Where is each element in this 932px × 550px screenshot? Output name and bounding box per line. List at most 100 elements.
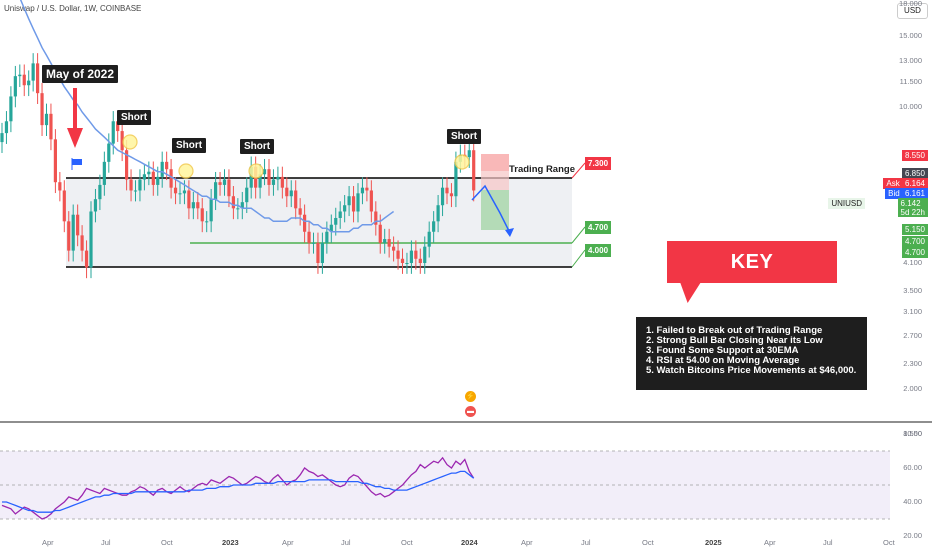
flag-icon: [72, 159, 82, 165]
price-label-prefix: Ask: [886, 179, 902, 188]
time-tick-5: Jul: [341, 538, 351, 547]
candle-body: [316, 242, 320, 263]
candle-body: [334, 217, 338, 225]
stop-zone-2: [481, 171, 509, 190]
short-label-4: Short: [447, 129, 482, 144]
candle-body: [84, 250, 89, 268]
candle-body: [445, 187, 449, 194]
candle-body: [9, 96, 13, 122]
may-arrow-shaft: [73, 88, 77, 130]
candle-body: [173, 187, 178, 194]
candle-body: [4, 121, 9, 134]
candle-body: [36, 63, 40, 94]
level-label-4700: 4.700: [585, 221, 612, 234]
candle-body: [285, 187, 289, 197]
projection-arrow-head: [505, 228, 514, 237]
candle-body: [13, 76, 17, 97]
may-arrow-head: [67, 128, 83, 148]
price-tick-14: 2.000: [903, 383, 922, 393]
candle-body: [240, 202, 244, 209]
candle-body: [267, 169, 271, 185]
candle-body: [409, 250, 413, 263]
candle-body: [53, 139, 57, 183]
price-tick-4: 11.500: [899, 77, 922, 87]
rsi-tick-2: 40.00: [903, 497, 922, 506]
ema-line: [19, 0, 395, 233]
candle-body: [231, 196, 235, 209]
rsi-tick-1: 60.00: [903, 463, 922, 472]
short-marker-3: [248, 163, 264, 179]
time-tick-9: Jul: [581, 538, 591, 547]
price-label-value: 5.150: [904, 225, 925, 234]
candle-body: [191, 202, 195, 209]
candle-body: [76, 214, 80, 236]
price-tick-13: 2.300: [903, 359, 922, 369]
candle-body: [133, 190, 138, 192]
candle-body: [387, 239, 391, 247]
candle-body: [289, 190, 293, 197]
label-connector-4000: [571, 249, 586, 268]
candle-body: [67, 221, 71, 251]
takeaway-1: 1. Failed to Break out of Trading Range: [646, 325, 823, 336]
candle-body: [222, 179, 227, 185]
takeaway-3: 3. Found Some Support at 30EMA: [646, 345, 799, 356]
candle-body: [423, 246, 427, 263]
candle-body: [369, 190, 373, 212]
may-2022-label: May of 2022: [42, 65, 119, 83]
candle-body: [205, 221, 209, 223]
level-label-4000: 4.000: [585, 244, 612, 257]
candle-body: [418, 258, 422, 263]
candle-body: [227, 179, 231, 197]
candle-body: [18, 74, 22, 77]
candle-body: [31, 63, 35, 81]
candle-body: [311, 242, 316, 244]
candle-body: [165, 161, 169, 170]
us-flag-event-icon[interactable]: ▬: [465, 406, 476, 417]
candle-body: [169, 169, 173, 188]
candle-body: [280, 176, 284, 188]
candle-body: [22, 74, 26, 86]
price-label-1: 6.850: [901, 168, 928, 179]
time-tick-1: Jul: [101, 538, 111, 547]
candle-body: [396, 250, 400, 259]
candle-body: [329, 224, 333, 232]
candle-body: [400, 258, 405, 263]
candle-body: [365, 187, 369, 191]
candle-body: [80, 235, 84, 251]
candle-body: [93, 199, 98, 212]
candle-body: [209, 199, 213, 222]
time-tick-2: Oct: [161, 538, 173, 547]
candle-body: [338, 211, 342, 218]
candle-body: [440, 187, 445, 206]
price-tick-1: 18.000: [899, 0, 922, 8]
candle-body: [98, 184, 102, 200]
takeaway-2: 2. Strong Bull Bar Closing Near its Low: [646, 335, 823, 346]
candle-body: [414, 250, 418, 259]
candle-body: [320, 242, 324, 263]
price-label-7: 4.700: [901, 247, 928, 258]
chart-title: Uniswap / U.S. Dollar, 1W, COINBASE: [4, 4, 142, 13]
short-marker-1: [122, 134, 138, 150]
candle-body: [178, 193, 182, 195]
candle-body: [142, 174, 146, 180]
price-tick-11: 3.100: [903, 307, 922, 316]
lightning-event-icon[interactable]: ⚡: [465, 391, 476, 402]
candle-body: [298, 208, 302, 215]
price-label-prefix: Bid: [888, 189, 902, 198]
short-label-1: Short: [117, 110, 152, 125]
candle-body: [276, 176, 280, 180]
currency-selector[interactable]: USD: [897, 3, 928, 19]
candle-body: [436, 205, 440, 222]
candle-body: [218, 182, 222, 185]
price-label-value: 6.164: [904, 179, 925, 188]
trading-range-label: Trading Range: [509, 164, 575, 175]
candle-body: [427, 231, 431, 247]
candle-body: [44, 113, 49, 126]
candle-body: [343, 205, 347, 212]
candle-body: [374, 211, 378, 225]
takeaway-4: 4. RSI at 54.00 on Moving Average: [646, 355, 800, 366]
candle-body: [111, 121, 115, 144]
candle-body: [27, 80, 31, 86]
candle-body: [160, 161, 164, 177]
